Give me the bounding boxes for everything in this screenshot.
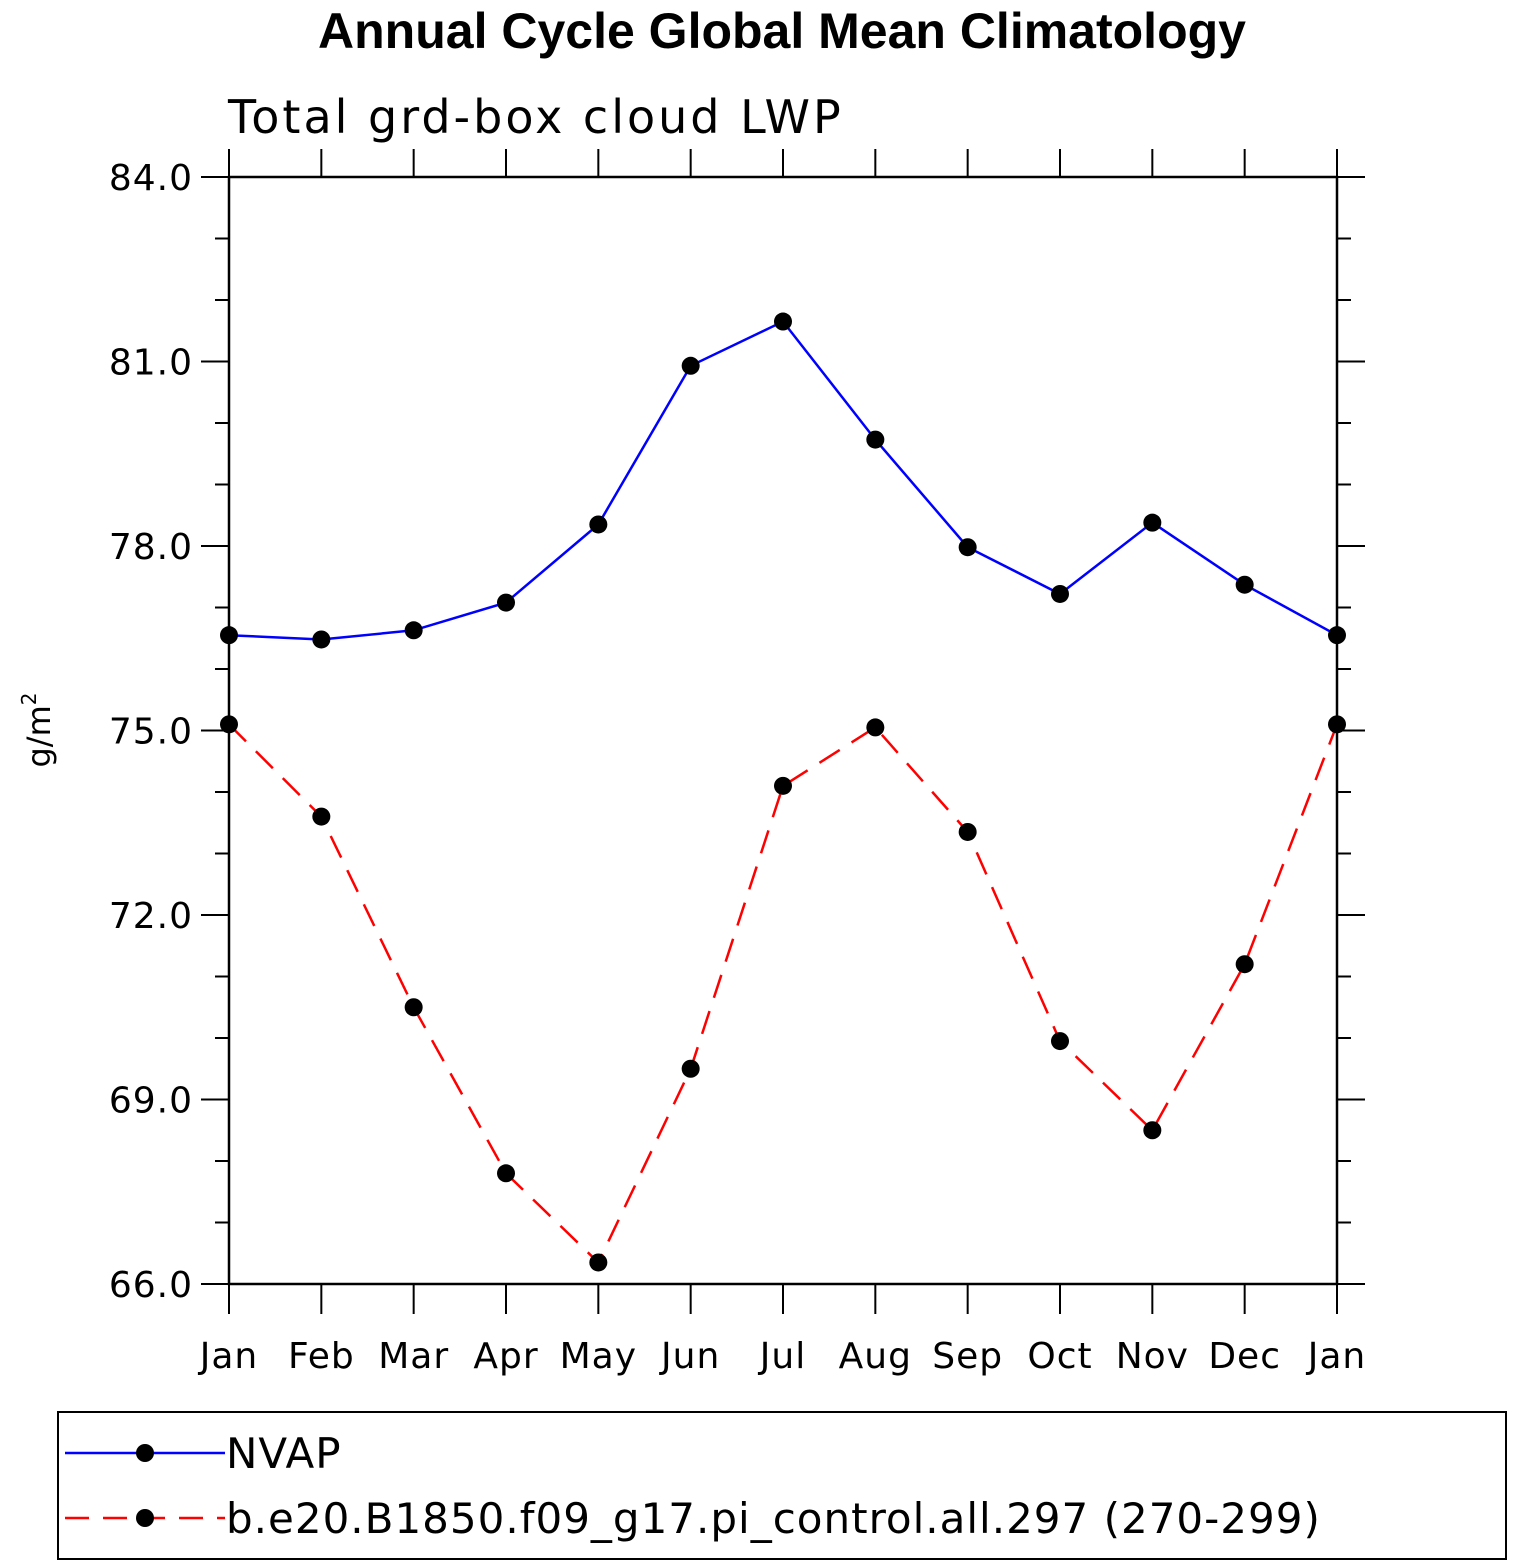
- x-tick-label: May: [560, 1336, 637, 1377]
- series-1-point: [1235, 575, 1254, 594]
- series-1-point: [774, 312, 792, 331]
- legend-marker-2: [136, 1509, 154, 1527]
- markers-layer: [220, 312, 1346, 1272]
- series-1-point: [1328, 626, 1346, 645]
- series-2-point: [1051, 1032, 1069, 1051]
- series-2-point: [404, 998, 423, 1017]
- series-2-point: [220, 715, 238, 734]
- y-tick-label: 69.0: [109, 1081, 193, 1122]
- x-tick-label: Nov: [1116, 1336, 1189, 1377]
- y-tick-label: 75.0: [109, 712, 193, 753]
- series-1-point: [1051, 584, 1069, 603]
- x-tick-label: Dec: [1208, 1336, 1281, 1377]
- series-1-point: [1143, 513, 1162, 532]
- series-2-point: [866, 718, 885, 737]
- x-tick-label: Oct: [1027, 1336, 1092, 1377]
- series-2-point: [1235, 955, 1254, 974]
- x-tick-label: Jan: [1306, 1336, 1367, 1377]
- legend-marker-1: [136, 1444, 154, 1462]
- y-axis-label-exponent: 2: [17, 693, 41, 706]
- x-tick-label: Aug: [839, 1336, 912, 1377]
- series-2-point: [681, 1059, 700, 1078]
- legend-label-2: b.e20.B1850.f09_g17.pi_control.all.297 (…: [226, 1494, 1321, 1543]
- series-1-point: [312, 630, 331, 649]
- series-2-point: [1143, 1121, 1162, 1140]
- series-2-point: [774, 776, 792, 795]
- series-1-point: [589, 515, 608, 534]
- series-2-point: [958, 822, 977, 841]
- x-tick-label: Feb: [288, 1336, 355, 1377]
- legend-label-1: NVAP: [226, 1429, 342, 1478]
- x-tick-label: Apr: [473, 1336, 538, 1377]
- x-tick-label: Jun: [659, 1336, 720, 1377]
- x-tick-label: Sep: [932, 1336, 1003, 1377]
- y-tick-label: 84.0: [109, 158, 193, 199]
- y-tick-label: 78.0: [109, 527, 193, 568]
- y-axis-label: g/m2: [17, 693, 58, 768]
- legend: NVAP b.e20.B1850.f09_g17.pi_control.all.2…: [65, 1429, 1321, 1543]
- series-line-1: [228, 319, 1338, 641]
- series-1-point: [497, 593, 515, 612]
- series-1-point: [404, 621, 423, 640]
- y-tick-label: 66.0: [109, 1265, 193, 1306]
- y-tick-label: 72.0: [109, 896, 193, 937]
- series-1-point: [958, 538, 977, 557]
- plot-frame: [227, 175, 1339, 1286]
- y-axis-label-unit: g/m: [20, 705, 58, 767]
- series-2-point: [497, 1164, 515, 1183]
- series-line-2: [228, 723, 1339, 1265]
- y-tick-label: 81.0: [109, 343, 193, 384]
- chart-subtitle: Total grd-box cloud LWP: [227, 90, 844, 144]
- legend-box: [57, 1411, 1507, 1560]
- series-1-point: [220, 626, 238, 645]
- series-2-point: [312, 807, 331, 826]
- x-tick-label: Mar: [378, 1336, 449, 1377]
- series-2-point: [589, 1253, 608, 1272]
- x-tick-label: Jul: [758, 1336, 806, 1377]
- series-1-point: [866, 430, 885, 449]
- x-tick-label: Jan: [198, 1336, 259, 1377]
- series-2-point: [1328, 715, 1346, 734]
- chart-title: Annual Cycle Global Mean Climatology: [318, 3, 1246, 59]
- series-1-point: [681, 356, 700, 375]
